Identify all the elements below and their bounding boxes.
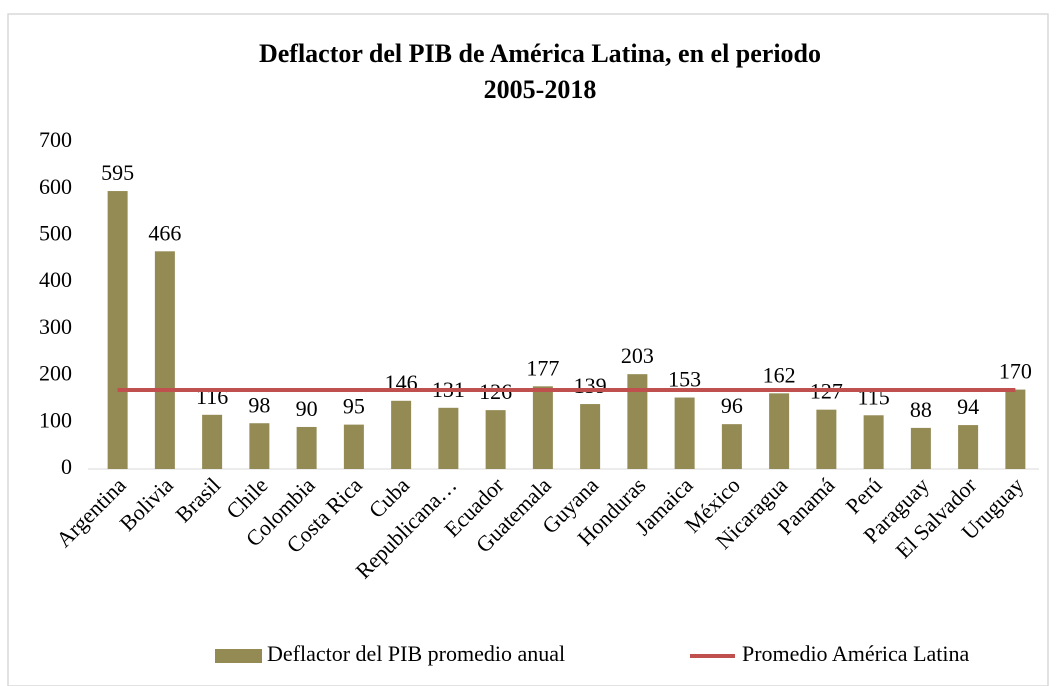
bar <box>107 191 128 470</box>
y-tick-label: 600 <box>39 174 72 199</box>
bar <box>1005 389 1026 469</box>
data-label: 170 <box>999 359 1032 384</box>
bar <box>627 374 648 469</box>
legend-label: Deflactor del PIB promedio anual <box>267 641 565 666</box>
bar <box>721 424 742 469</box>
y-tick-label: 400 <box>39 267 72 292</box>
bar <box>910 427 931 469</box>
y-tick-label: 0 <box>61 454 72 479</box>
data-label: 95 <box>343 394 365 419</box>
bar <box>485 410 506 469</box>
y-tick-label: 700 <box>39 127 72 152</box>
bar <box>674 397 695 469</box>
chart-title: 2005-2018 <box>484 75 597 104</box>
bar <box>154 251 175 469</box>
data-label: 177 <box>526 355 559 380</box>
data-label: 98 <box>248 392 270 417</box>
bar <box>391 400 412 469</box>
bar <box>532 386 553 469</box>
bar <box>580 404 601 469</box>
bar <box>202 414 223 469</box>
data-label: 203 <box>621 343 654 368</box>
data-label: 595 <box>101 160 134 185</box>
y-tick-label: 300 <box>39 314 72 339</box>
data-label: 153 <box>668 367 701 392</box>
bar <box>958 425 979 469</box>
data-label: 90 <box>296 396 318 421</box>
bar <box>863 415 884 469</box>
data-label: 94 <box>957 394 979 419</box>
y-tick-label: 200 <box>39 361 72 386</box>
bar <box>769 393 790 469</box>
bar <box>438 407 459 469</box>
y-tick-label: 500 <box>39 220 72 245</box>
legend-swatch <box>215 649 262 663</box>
legend-label: Promedio América Latina <box>742 641 969 666</box>
chart-border <box>7 13 1049 686</box>
bar <box>816 409 837 469</box>
data-label: 96 <box>721 393 743 418</box>
data-label: 88 <box>910 397 932 422</box>
data-label: 116 <box>196 384 228 409</box>
bar <box>343 424 364 469</box>
y-tick-label: 100 <box>39 407 72 432</box>
chart-title: Deflactor del PIB de América Latina, en … <box>259 39 821 68</box>
data-label: 466 <box>148 220 181 245</box>
bar <box>296 426 317 469</box>
data-label: 139 <box>574 373 607 398</box>
data-label: 162 <box>763 362 796 387</box>
bar <box>249 423 270 469</box>
